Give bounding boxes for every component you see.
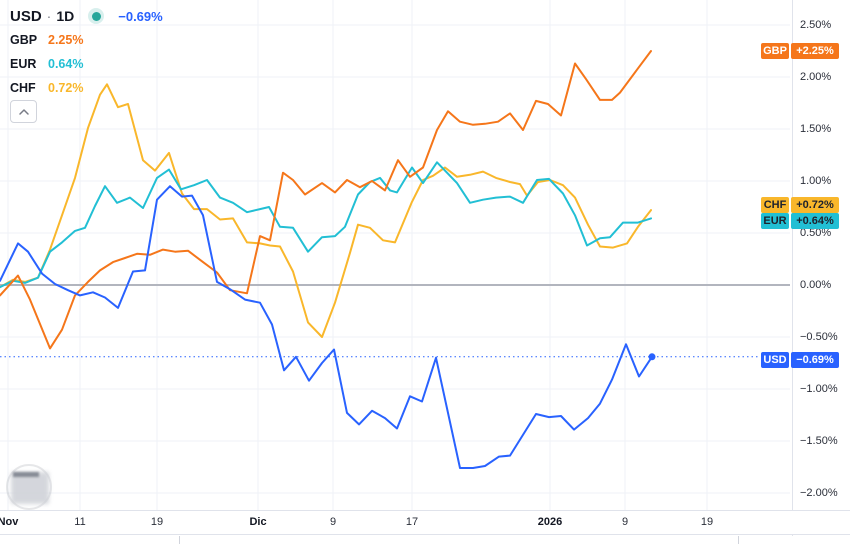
series-line-usd [0, 185, 653, 469]
compare-value: 2.25% [48, 32, 84, 47]
legend-item-chf[interactable]: CHF 0.72% [10, 79, 83, 96]
time-tick-label: 19 [700, 516, 714, 528]
price-tick-label: 1.50% [800, 122, 832, 135]
price-label-value: +0.64% [791, 213, 839, 230]
price-tick-label: 2.00% [800, 70, 832, 83]
scroll-tick [179, 536, 180, 544]
price-tick-label: −1.00% [800, 382, 838, 395]
legend-item-gbp[interactable]: GBP 2.25% [10, 31, 83, 48]
symbol-name: USD [10, 7, 42, 25]
legend-symbol-row[interactable]: USD · 1D −0.69% [10, 6, 163, 26]
last-price-dot [648, 353, 656, 361]
symbol-change: −0.69% [118, 8, 163, 24]
legend-item-eur[interactable]: EUR 0.64% [10, 55, 83, 72]
price-tick-label: 0.50% [800, 226, 832, 239]
price-tick-label: −0.50% [800, 330, 838, 343]
price-tick-label: 2.50% [800, 18, 832, 31]
price-axis[interactable]: 2.50% 2.00% 1.50% 1.00% 0.50% 0.00% −0.50% −1.0… [793, 0, 850, 510]
status-dot-icon [88, 8, 105, 24]
price-label-symbol: EUR [761, 213, 789, 230]
compare-symbol: CHF [10, 80, 36, 95]
price-label-symbol: CHF [761, 197, 789, 214]
timeframe-label: 1D [56, 8, 75, 24]
chevron-up-icon [18, 108, 29, 115]
price-label-symbol: USD [761, 351, 789, 368]
price-tick-label: −2.00% [800, 486, 838, 499]
compare-symbol: GBP [10, 32, 38, 47]
series-line-eur [0, 161, 652, 289]
time-tick-label: Dic [249, 516, 267, 528]
watermark-logo [6, 464, 52, 510]
price-tick-label: 1.00% [800, 174, 832, 187]
time-axis[interactable]: Nov 11 19 Dic 9 17 2026 9 19 [0, 510, 850, 535]
time-tick-label: 2026 [537, 516, 563, 528]
plot-area[interactable] [0, 0, 790, 510]
series-line-gbp [0, 50, 652, 350]
compare-symbol: EUR [10, 56, 37, 71]
watermark-blur [11, 472, 49, 504]
price-label-value: +0.72% [791, 197, 839, 214]
price-tick-label: −1.50% [800, 434, 838, 447]
symbol-separator: · [46, 8, 52, 24]
time-tick-label: 9 [329, 516, 337, 528]
compare-value: 0.64% [48, 56, 84, 71]
price-tick-label: 0.00% [800, 278, 832, 291]
time-tick-label: Nov [0, 516, 19, 528]
time-tick-label: 11 [74, 516, 86, 528]
time-tick-label: 17 [405, 516, 419, 528]
scroll-tick [738, 536, 739, 544]
legend: USD · 1D −0.69% GBP 2.25% EUR 0.64% CHF … [10, 6, 163, 95]
series-line-chf [0, 83, 652, 338]
bottom-scroll-strip [0, 536, 850, 550]
time-tick-label: 9 [621, 516, 629, 528]
price-label-value: −0.69% [791, 351, 839, 368]
legend-collapse-button[interactable] [10, 100, 37, 123]
compare-value: 0.72% [48, 80, 84, 95]
time-tick-label: 19 [150, 516, 164, 528]
watermark-text-blur [13, 472, 39, 477]
price-label-value: +2.25% [791, 43, 839, 59]
axis-separator [792, 0, 793, 536]
price-label-symbol: GBP [761, 43, 789, 59]
